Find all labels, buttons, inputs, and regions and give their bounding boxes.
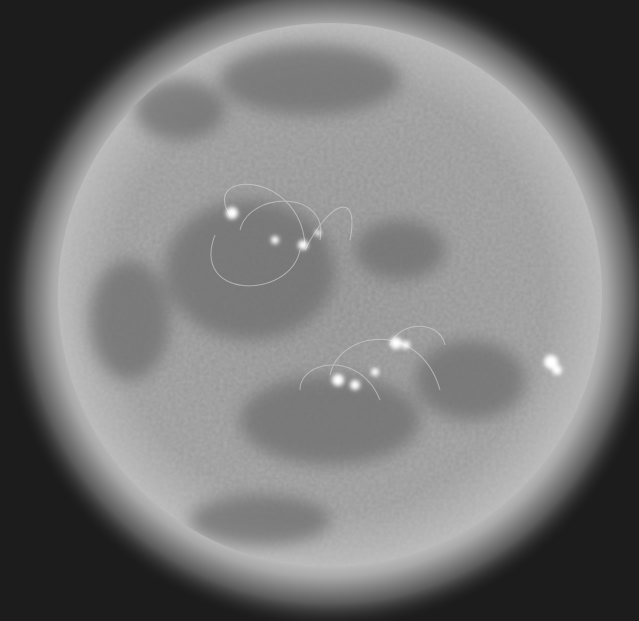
dark-regions <box>90 45 525 545</box>
coronal-loops <box>210 183 446 401</box>
active-regions <box>226 207 562 390</box>
disk-texture <box>58 23 602 567</box>
